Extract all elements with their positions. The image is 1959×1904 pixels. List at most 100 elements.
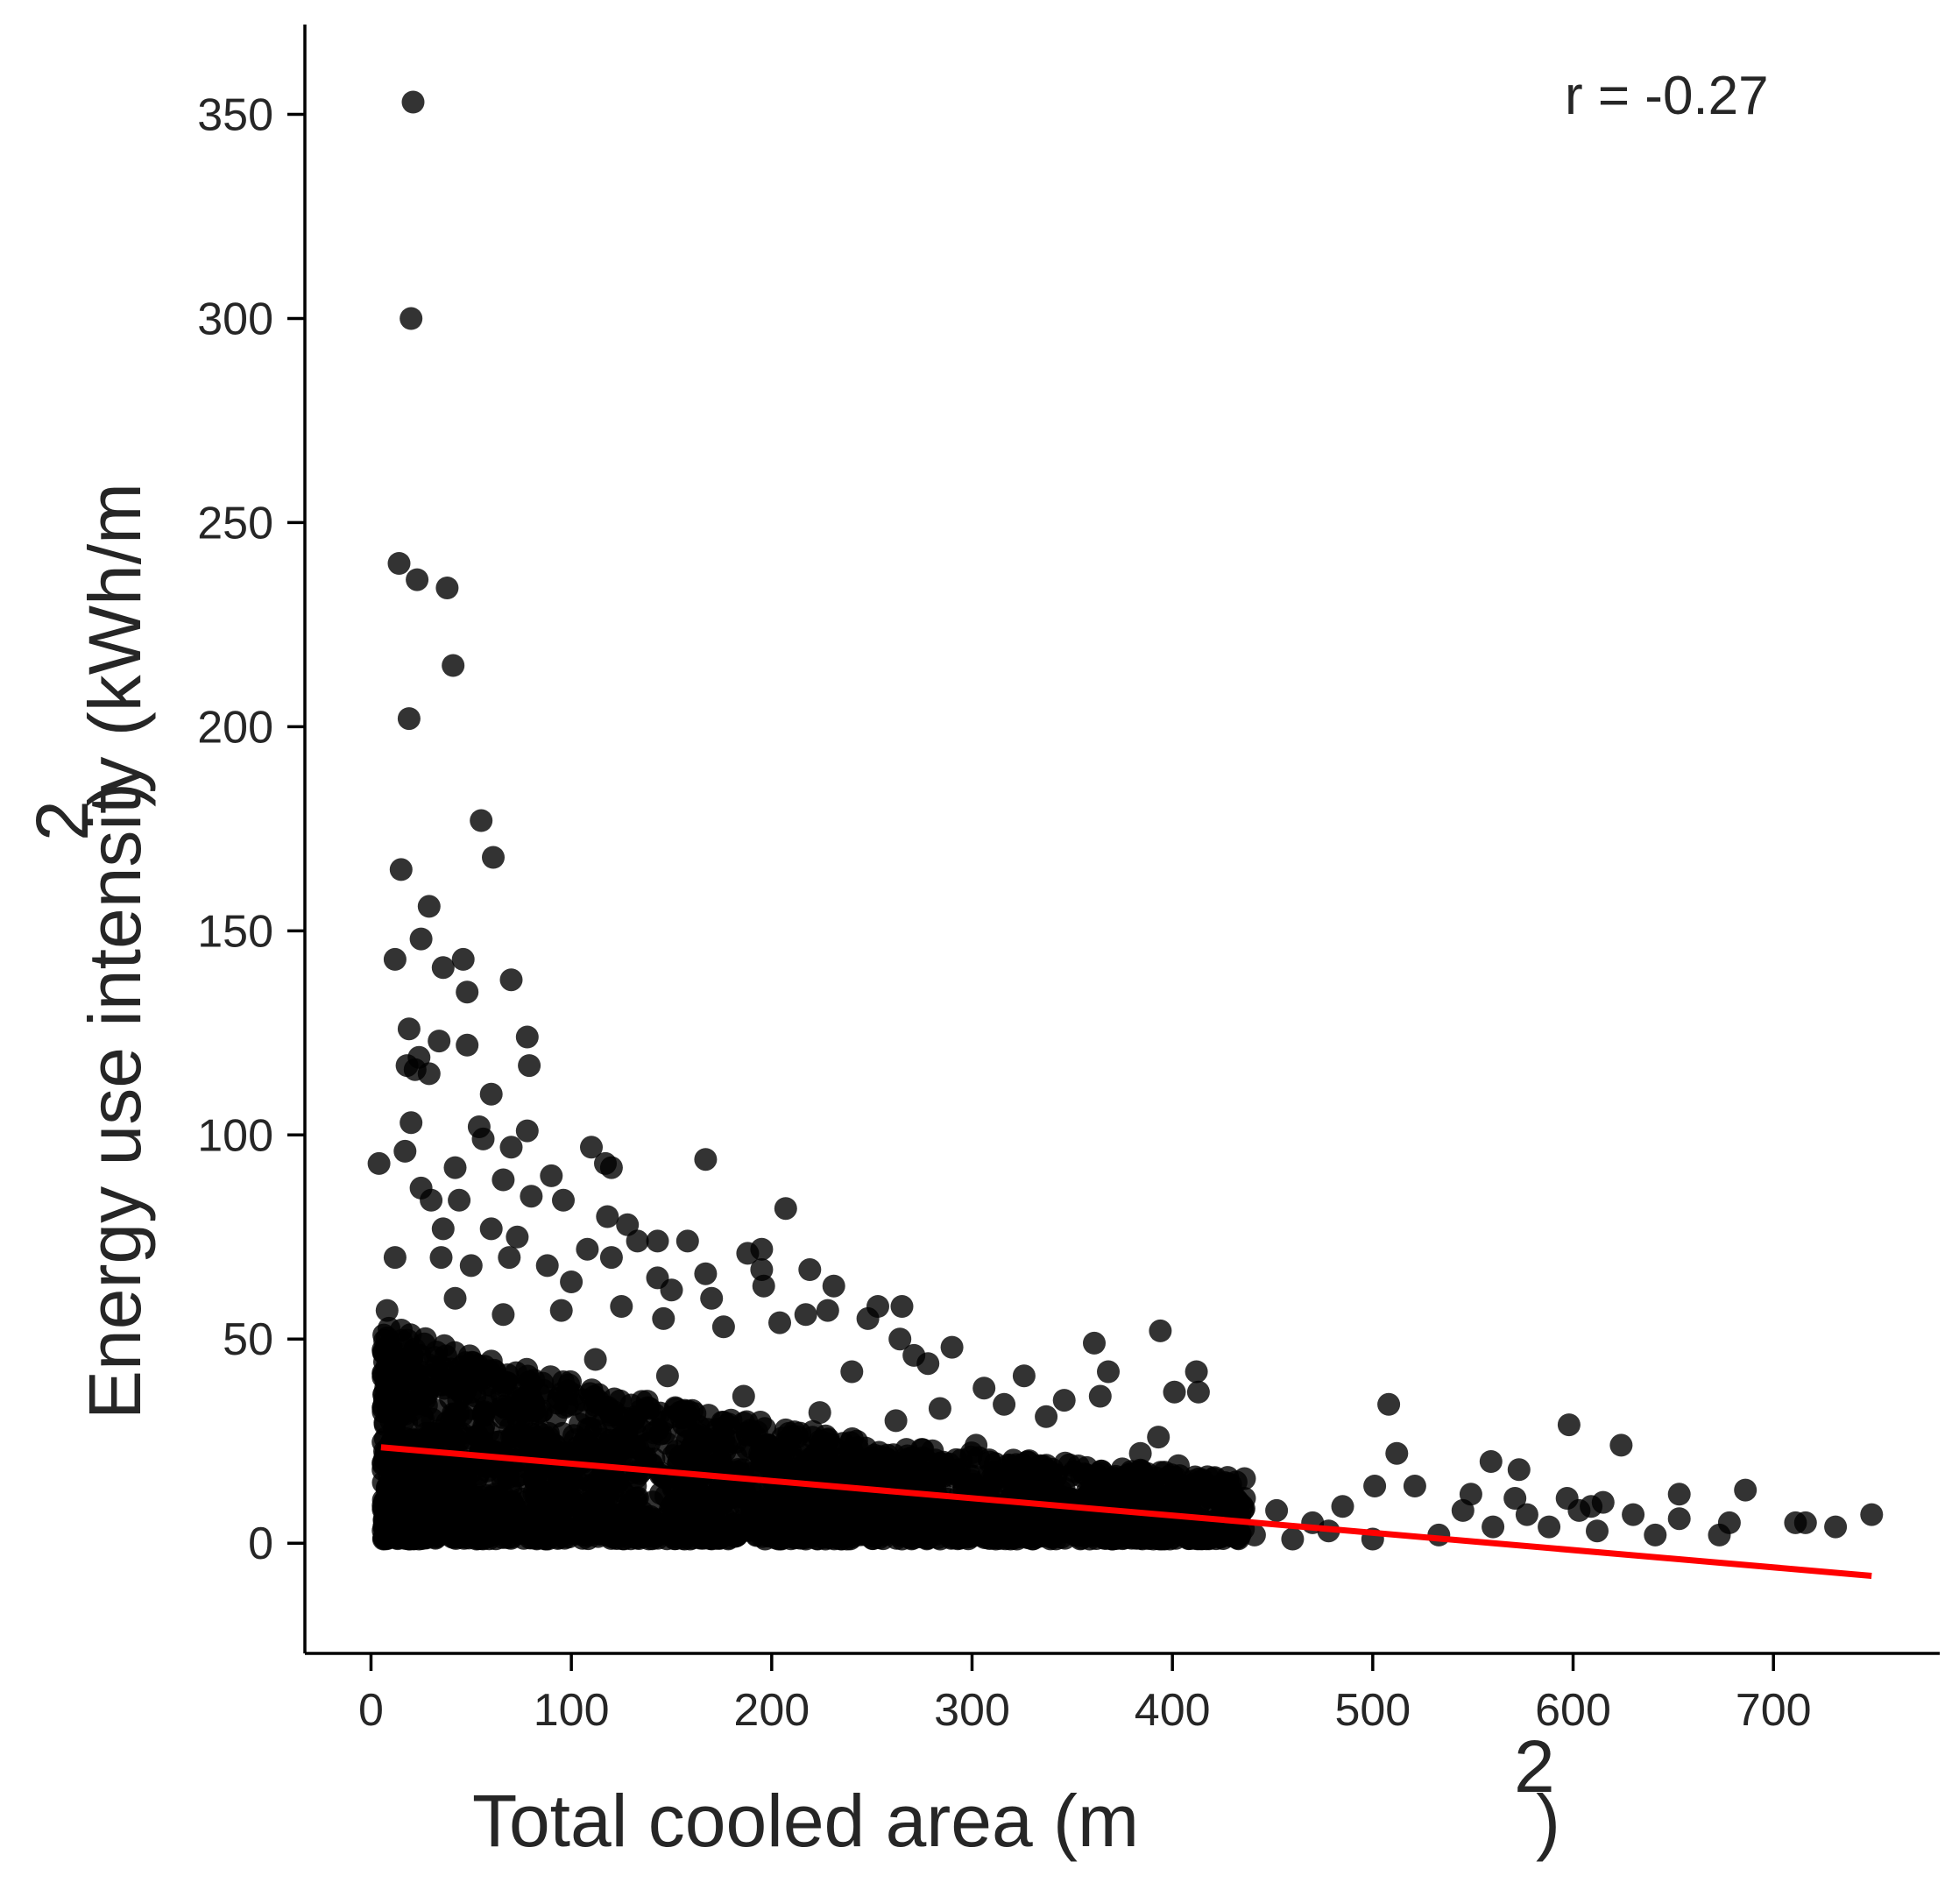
scatter-point-cloud [739,1493,763,1516]
scatter-point [401,90,425,114]
scatter-point [383,1450,407,1473]
scatter-point [1515,1503,1538,1526]
scatter-point-cloud [913,1509,937,1532]
scatter-point-cloud [466,1369,490,1392]
scatter-point [479,1217,503,1241]
scatter-point [527,1421,551,1445]
scatter-point [640,1507,663,1531]
scatter-point [400,307,423,330]
scatter-point [1793,1511,1817,1534]
scatter-point-cloud [720,1485,744,1509]
scatter-point [940,1335,964,1359]
x-axis-title-close: ) [1536,1780,1560,1862]
scatter-point [822,1274,845,1298]
scatter-point-cloud [442,1518,466,1542]
scatter-point-cloud [400,1462,423,1485]
scatter-point [768,1311,791,1334]
x-tick-label: 500 [1334,1685,1411,1736]
scatter-point [1233,1487,1256,1510]
scatter-point [1189,1490,1213,1514]
scatter-point [700,1487,724,1510]
scatter-point-cloud [874,1447,898,1470]
scatter-point-cloud [672,1521,696,1544]
scatter-point-cloud [803,1483,827,1507]
scatter-point-cloud [390,1328,414,1352]
scatter-point [700,1286,724,1310]
scatter-point-cloud [884,1464,908,1488]
scatter-point-cloud [490,1384,513,1407]
x-axis-title-text: Total cooled area (m [472,1780,1139,1862]
x-tick-label: 600 [1535,1685,1611,1736]
scatter-point [1734,1478,1757,1502]
scatter-point [646,1229,669,1253]
scatter-point-cloud [845,1429,868,1453]
y-axis-title: Energy use intensity (kWh/m 2 ) [21,483,156,1419]
scatter-point [431,956,455,980]
scatter-point-cloud [648,1401,672,1425]
scatter-point [1860,1503,1884,1526]
scatter-point [888,1327,912,1351]
y-tick-label: 50 [223,1314,273,1365]
scatter-point [1141,1483,1164,1506]
scatter-point [560,1271,583,1293]
y-tick-label: 100 [197,1110,273,1161]
scatter-point [415,1426,439,1449]
scatter-point [660,1278,683,1302]
scatter-point [816,1299,839,1322]
scatter-point-cloud [635,1525,659,1548]
scatter-point [435,577,459,599]
scatter-point-cloud [801,1426,824,1449]
scatter-point [1644,1523,1667,1547]
scatter-point-cloud [511,1422,534,1446]
scatter-point [479,1082,503,1106]
scatter-point [498,1246,521,1270]
scatter-point [387,1490,411,1514]
scatter-point [612,1433,635,1457]
scatter-point-cloud [431,1373,455,1397]
scatter-point [492,1168,515,1192]
scatter-point-cloud [658,1498,682,1522]
scatter-point [1609,1433,1633,1457]
scatter-point [856,1503,880,1526]
scatter-point [744,1426,767,1449]
scatter-point [443,1156,467,1179]
scatter-point-cloud [408,1525,432,1548]
scatter-point [518,1054,541,1078]
scatter-point-cloud [544,1405,568,1428]
scatter-point [448,1360,471,1384]
scatter-point-cloud [443,1341,467,1364]
scatter-point [694,1262,718,1285]
scatter-point [1580,1495,1603,1518]
scatter-point [932,1507,956,1531]
scatter-point [400,1111,423,1135]
scatter-point-cloud [974,1525,998,1547]
scatter-point [515,1025,539,1049]
scatter-point [716,1519,739,1543]
scatter-point [484,1483,507,1506]
scatter-point [576,1237,599,1261]
scatter-point [1052,1389,1076,1412]
y-tick-label: 300 [197,294,273,344]
scatter-point [1507,1458,1531,1482]
scatter-point [1503,1487,1527,1510]
x-tick-label: 100 [534,1685,610,1736]
scatter-point [794,1303,817,1327]
scatter-point [417,895,441,918]
scatter-point [1363,1475,1387,1497]
scatter-point [1035,1405,1058,1428]
scatter-point [694,1148,718,1171]
scatter-point [1088,1384,1112,1408]
x-axis-title-superscript: 2 [1514,1725,1555,1808]
scatter-point [732,1384,755,1408]
x-ticks: 0 100 200 300 400 500 600 700 [358,1653,1812,1736]
y-axis-title-text: Energy use intensity (kWh/m [74,483,156,1419]
scatter-point [980,1466,1004,1490]
scatter-point [420,1188,443,1212]
scatter-point [1093,1475,1116,1497]
correlation-annotation: r = -0.27 [1565,66,1769,126]
scatter-point [752,1274,775,1298]
x-tick-label: 300 [934,1685,1010,1736]
scatter-point [655,1364,679,1388]
scatter-point-cloud [725,1445,748,1469]
scatter-point [890,1295,914,1318]
